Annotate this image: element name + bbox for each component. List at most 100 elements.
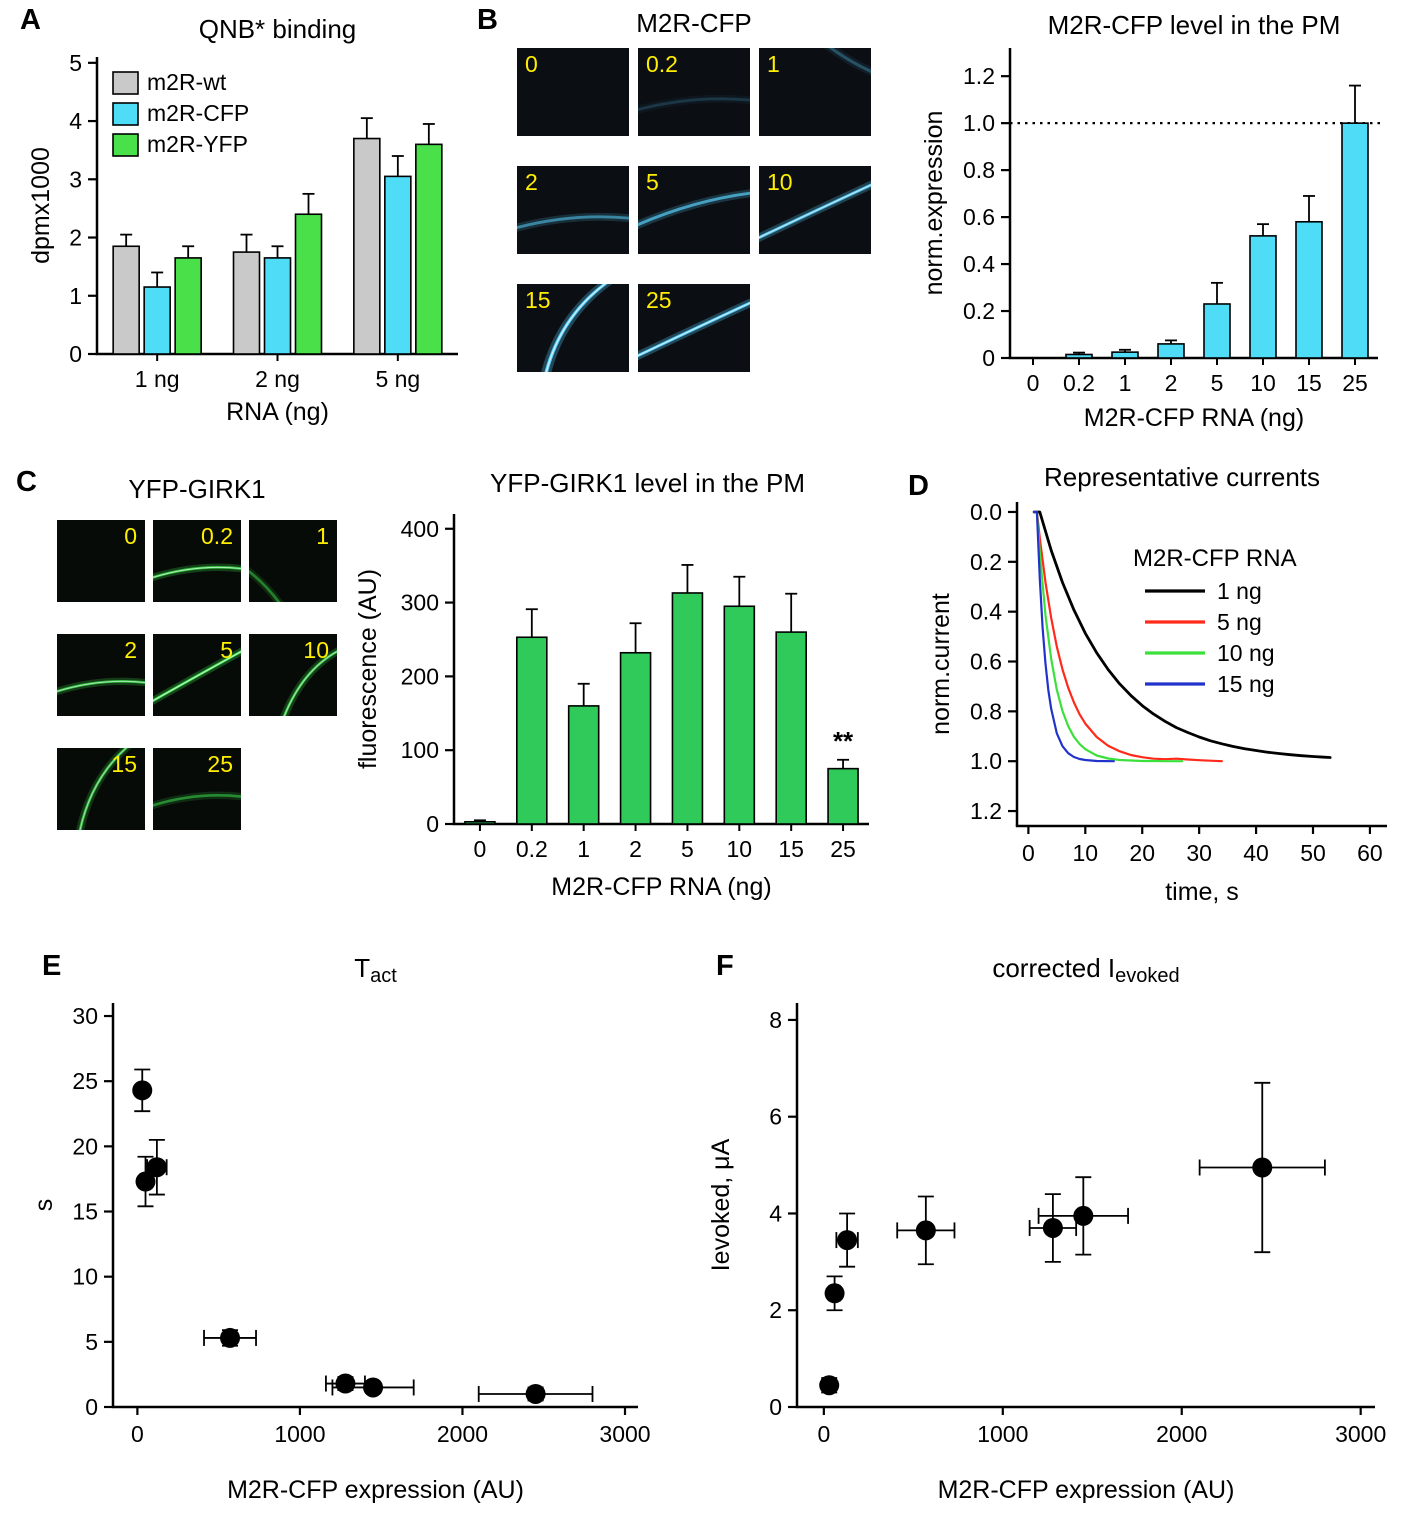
svg-text:5: 5 <box>85 1329 98 1355</box>
tile-rna-ng-label: 5 <box>220 637 233 663</box>
svg-text:30: 30 <box>1186 840 1212 866</box>
chart-representative-currents: Representative currents 0.0 0.2 0.4 0.6 0.8 1.… <box>927 462 1387 906</box>
chart-qnb-binding: QNB* binding 0 1 2 3 4 5 1 ng 2 ng 5 ng RNA (ng) dp… <box>27 14 458 426</box>
membrane-fluorescence-arc <box>76 748 132 830</box>
svg-text:m2R-YFP: m2R-YFP <box>147 131 248 157</box>
membrane-fluorescence-arc <box>759 180 871 243</box>
svg-text:5: 5 <box>69 50 82 76</box>
svg-text:RNA (ng): RNA (ng) <box>226 398 329 426</box>
svg-text:1.2: 1.2 <box>963 63 995 89</box>
svg-text:fluorescence (AU): fluorescence (AU) <box>354 569 382 769</box>
svg-text:5 ng: 5 ng <box>1217 609 1262 635</box>
svg-text:M2R-CFP RNA: M2R-CFP RNA <box>1133 545 1297 572</box>
panel-label-e: E <box>42 950 62 982</box>
svg-text:0: 0 <box>85 1394 98 1420</box>
svg-text:50: 50 <box>1300 840 1326 866</box>
svg-text:0.0: 0.0 <box>970 499 1002 525</box>
svg-text:0.2: 0.2 <box>970 549 1002 575</box>
svg-text:0.2: 0.2 <box>516 836 548 862</box>
membrane-fluorescence-arc <box>57 677 145 696</box>
svg-text:10 ng: 10 ng <box>1217 640 1275 666</box>
svg-text:Tact: Tact <box>354 953 397 987</box>
svg-text:m2R-CFP: m2R-CFP <box>147 100 249 126</box>
svg-text:0: 0 <box>1022 840 1035 866</box>
microscopy-tile: 10 <box>759 166 871 254</box>
tile-rna-ng-label: 10 <box>303 637 329 663</box>
microscopy-tile: 0 <box>57 520 145 602</box>
membrane-fluorescence-arc <box>153 563 241 582</box>
chart-corrected-ievoked: corrected Ievoked 0 2 4 6 8 0 1000 2000 3000 M2R-C… <box>707 953 1386 1504</box>
tile-rna-ng-label: 5 <box>646 169 659 195</box>
svg-text:15: 15 <box>778 836 804 862</box>
svg-text:1.2: 1.2 <box>970 798 1002 824</box>
tile-rna-ng-label: 10 <box>767 169 793 195</box>
membrane-fluorescence-arc <box>541 284 613 372</box>
svg-text:corrected Ievoked: corrected Ievoked <box>992 953 1179 987</box>
svg-text:0.6: 0.6 <box>963 204 995 230</box>
svg-text:0.4: 0.4 <box>963 251 995 277</box>
svg-text:0: 0 <box>982 345 995 371</box>
microscopy-tile: 0 <box>517 48 629 136</box>
tile-rna-ng-label: 15 <box>525 287 551 313</box>
svg-text:1: 1 <box>69 283 82 309</box>
svg-text:60: 60 <box>1357 840 1383 866</box>
svg-text:0: 0 <box>474 836 487 862</box>
svg-text:0: 0 <box>817 1421 830 1447</box>
svg-text:15: 15 <box>72 1199 98 1225</box>
microscopy-tile: 25 <box>638 284 750 372</box>
svg-text:1 ng: 1 ng <box>1217 578 1262 604</box>
svg-text:8: 8 <box>769 1007 782 1033</box>
microscopy-tile: 2 <box>57 634 145 716</box>
svg-text:2: 2 <box>1165 370 1178 396</box>
svg-text:1 ng: 1 ng <box>135 366 180 392</box>
svg-text:5 ng: 5 ng <box>375 366 420 392</box>
tile-rna-ng-label: 0.2 <box>646 51 678 77</box>
image-grid-title-m2r-cfp: M2R-CFP <box>636 8 752 38</box>
svg-text:0.8: 0.8 <box>970 698 1002 724</box>
tile-rna-ng-label: 2 <box>525 169 538 195</box>
svg-text:M2R-CFP expression (AU): M2R-CFP expression (AU) <box>227 1476 524 1504</box>
microscopy-grid-yfp-girk1: 0 0.2 1 2 5 10 15 25 <box>57 520 337 830</box>
microscopy-tile: 2 <box>517 166 629 254</box>
svg-text:10: 10 <box>727 836 753 862</box>
svg-text:100: 100 <box>401 737 439 763</box>
svg-text:3: 3 <box>69 166 82 192</box>
svg-text:1.0: 1.0 <box>970 748 1002 774</box>
microscopy-tile: 15 <box>57 748 145 830</box>
membrane-fluorescence-arc <box>638 94 750 114</box>
membrane-fluorescence-arc <box>153 791 241 810</box>
svg-text:1: 1 <box>1119 370 1132 396</box>
tile-rna-ng-label: 25 <box>207 751 233 777</box>
svg-text:20: 20 <box>72 1133 98 1159</box>
tile-rna-ng-label: 0 <box>124 523 137 549</box>
panel-label-d: D <box>908 470 929 502</box>
svg-text:QNB* binding: QNB* binding <box>199 14 357 44</box>
microscopy-tile: 10 <box>249 634 337 716</box>
microscopy-tile: 1 <box>249 520 337 602</box>
tile-rna-ng-label: 0 <box>525 51 538 77</box>
svg-text:Representative currents: Representative currents <box>1044 462 1320 492</box>
svg-text:0: 0 <box>69 341 82 367</box>
svg-text:6: 6 <box>769 1104 782 1130</box>
svg-text:40: 40 <box>1243 840 1269 866</box>
panel-label-f: F <box>716 950 734 982</box>
svg-text:0.2: 0.2 <box>963 298 995 324</box>
svg-text:1000: 1000 <box>274 1421 325 1447</box>
tile-rna-ng-label: 2 <box>124 637 137 663</box>
svg-text:0: 0 <box>1027 370 1040 396</box>
svg-text:M2R-CFP RNA (ng): M2R-CFP RNA (ng) <box>551 873 771 901</box>
membrane-fluorescence-arc <box>249 566 284 602</box>
svg-text:25: 25 <box>72 1068 98 1094</box>
panel-label-a: A <box>20 4 41 36</box>
svg-text:25: 25 <box>830 836 856 862</box>
tile-rna-ng-label: 0.2 <box>201 523 233 549</box>
chart-m2r-cfp-pm-level: M2R-CFP level in the PM 0 0.2 0.4 0.6 0.8 1.0 1… <box>920 10 1384 432</box>
svg-text:YFP-GIRK1 level in the PM: YFP-GIRK1 level in the PM <box>490 468 805 498</box>
panel-label-b: B <box>477 4 498 36</box>
svg-text:3000: 3000 <box>1335 1421 1386 1447</box>
svg-text:0.2: 0.2 <box>1063 370 1095 396</box>
svg-text:2000: 2000 <box>437 1421 488 1447</box>
svg-text:2000: 2000 <box>1156 1421 1207 1447</box>
tile-rna-ng-label: 25 <box>646 287 672 313</box>
